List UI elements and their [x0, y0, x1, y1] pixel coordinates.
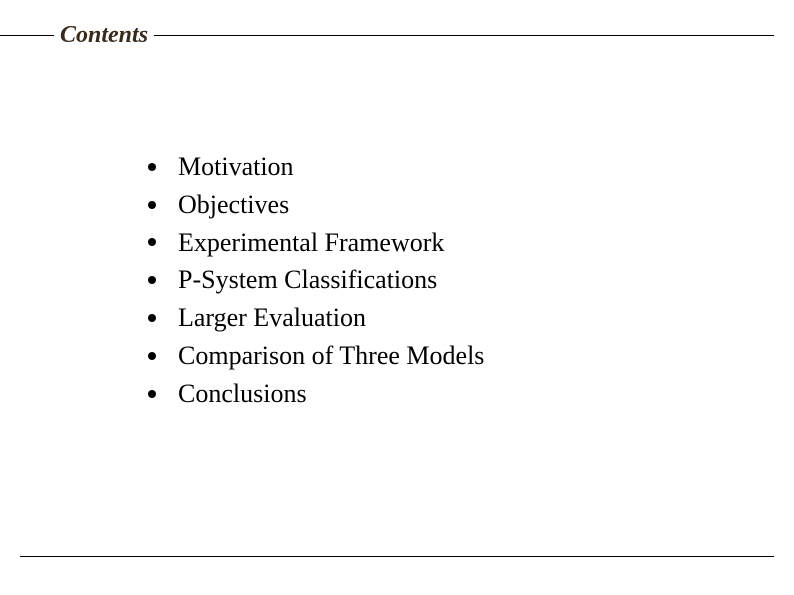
list-item: P-System Classifications [148, 263, 484, 297]
footer-rule [20, 556, 774, 557]
header-rule-left [0, 35, 54, 36]
bullet-icon [148, 276, 156, 284]
bullet-icon [148, 201, 156, 209]
list-item-text: P-System Classifications [178, 263, 437, 297]
bullet-icon [148, 314, 156, 322]
list-item: Motivation [148, 150, 484, 184]
list-item-text: Motivation [178, 150, 294, 184]
slide-title: Contents [54, 22, 154, 49]
list-item: Objectives [148, 188, 484, 222]
bullet-icon [148, 238, 156, 246]
bullet-icon [148, 352, 156, 360]
slide-container: Contents Motivation Objectives Experimen… [0, 0, 794, 595]
list-item: Larger Evaluation [148, 301, 484, 335]
list-item-text: Objectives [178, 188, 289, 222]
bullet-icon [148, 390, 156, 398]
list-item-text: Comparison of Three Models [178, 339, 484, 373]
bullet-icon [148, 163, 156, 171]
header-rule-right [154, 35, 774, 36]
header-row: Contents [0, 22, 794, 49]
contents-list: Motivation Objectives Experimental Frame… [148, 150, 484, 415]
list-item-text: Conclusions [178, 377, 307, 411]
list-item: Conclusions [148, 377, 484, 411]
list-item: Experimental Framework [148, 226, 484, 260]
list-item: Comparison of Three Models [148, 339, 484, 373]
list-item-text: Larger Evaluation [178, 301, 366, 335]
list-item-text: Experimental Framework [178, 226, 444, 260]
